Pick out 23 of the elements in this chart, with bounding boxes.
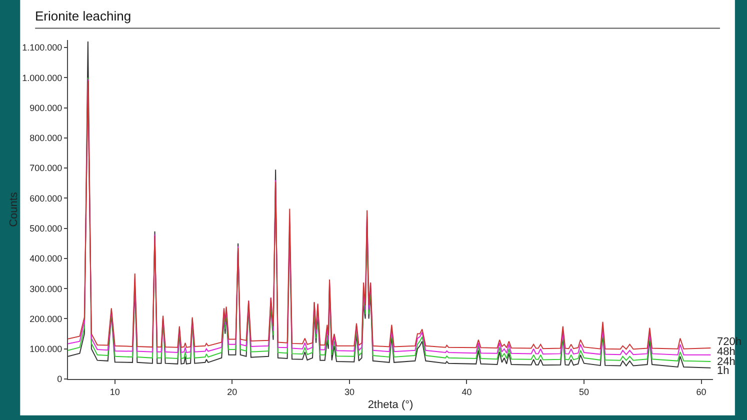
y-tick-label: 900.000: [30, 102, 62, 113]
x-tick-label: 10: [110, 386, 120, 397]
y-tick-label: 100.000: [30, 344, 62, 354]
x-tick-label: 30: [344, 386, 354, 397]
x-axis-title: 2theta (°): [368, 399, 414, 411]
y-tick-label: 600.000: [30, 193, 62, 204]
y-tick-label: 300.000: [30, 284, 62, 294]
y-tick-label: 200.000: [30, 314, 62, 324]
x-tick-label: 50: [578, 386, 590, 397]
x-tick-label: 40: [462, 386, 472, 397]
y-tick-label: 500.000: [30, 223, 62, 234]
series-label: 48h: [717, 346, 736, 358]
y-tick-label: 1.100.000: [22, 42, 62, 53]
y-axis-title: Counts: [8, 192, 20, 227]
chart-title: Erionite leaching: [35, 8, 132, 24]
y-tick-label: 400.000: [30, 254, 62, 264]
y-tick-label: 800.000: [30, 133, 62, 144]
x-tick-label: 20: [227, 386, 238, 397]
y-tick-label: 1.000.000: [22, 72, 62, 83]
y-tick-label: 700.000: [30, 163, 62, 174]
x-tick-label: 60: [696, 386, 706, 397]
series-label: 1h: [717, 365, 730, 377]
y-tick-label: 0: [57, 374, 62, 384]
